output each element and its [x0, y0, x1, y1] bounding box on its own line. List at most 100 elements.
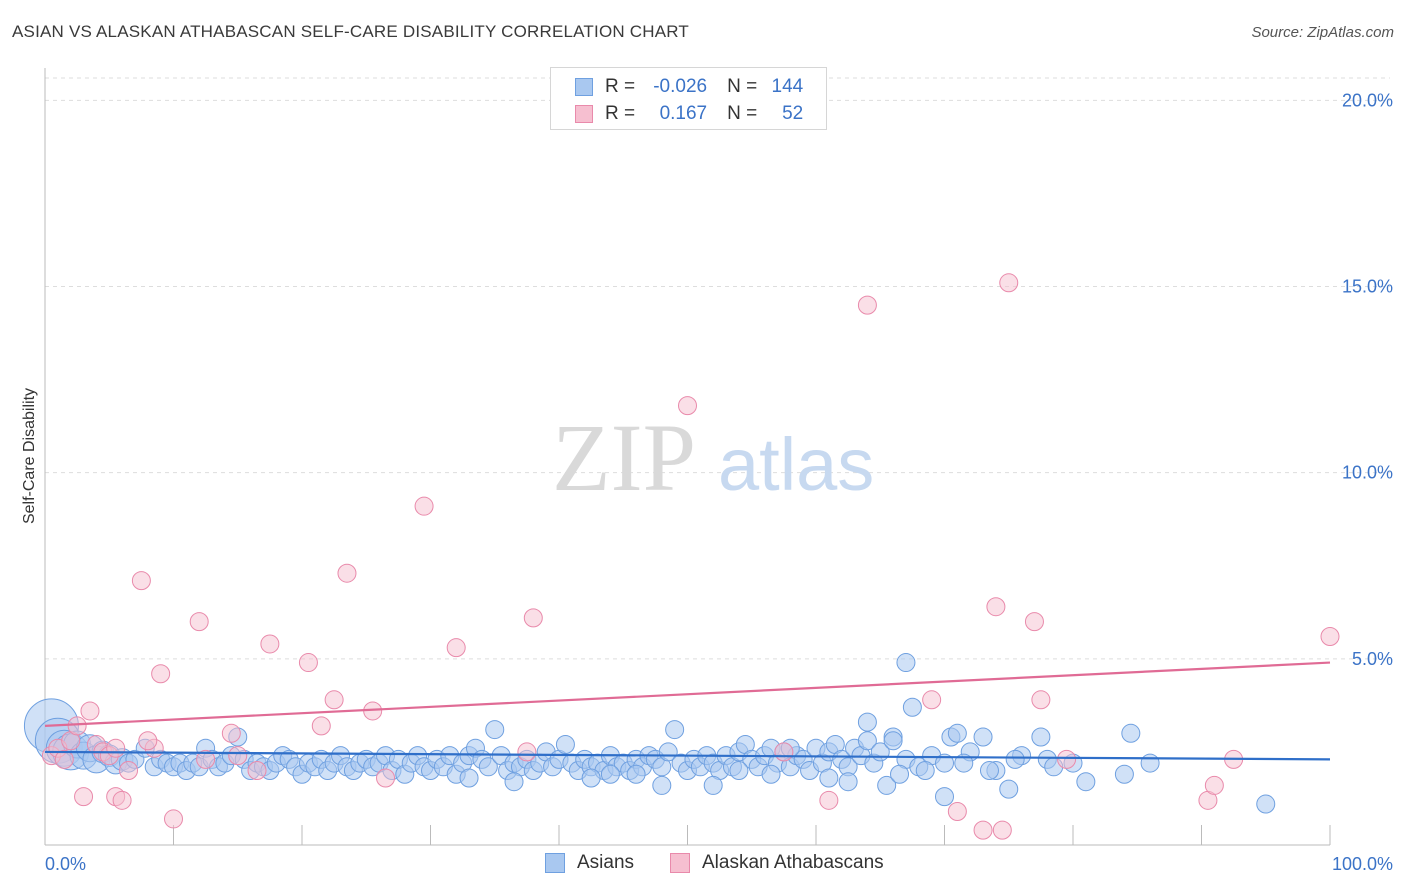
point-s1-12 [119, 761, 139, 781]
watermark-zip: ZIP [552, 404, 696, 511]
point-s0-171 [819, 768, 839, 788]
point-s1-19 [247, 761, 267, 781]
bottom-legend-athabascans: Alaskan Athabascans [670, 852, 884, 874]
point-s1-24 [337, 563, 357, 583]
point-s0-172 [838, 772, 858, 792]
legend-n-label: N = [727, 103, 758, 124]
y-tick-label-1: 10.0% [1342, 463, 1393, 483]
y-tick-label-2: 15.0% [1342, 277, 1393, 297]
point-s0-79 [555, 734, 575, 754]
point-s0-166 [626, 764, 646, 784]
point-s1-30 [523, 608, 543, 628]
point-s1-18 [221, 723, 241, 743]
point-s1-23 [324, 690, 344, 710]
point-s1-48 [228, 746, 248, 766]
point-s0-133 [935, 753, 954, 773]
point-s1-17 [189, 612, 209, 632]
point-s0-161 [459, 768, 479, 788]
point-s0-152 [999, 779, 1019, 799]
x-tick-label-0: 0.0% [45, 854, 86, 874]
point-s0-145 [915, 761, 935, 781]
legend-n-value: 52 [782, 103, 804, 124]
point-s1-47 [1320, 626, 1340, 646]
point-s1-33 [819, 790, 839, 810]
point-s0-160 [896, 653, 916, 673]
point-s1-16 [164, 809, 183, 829]
point-s1-32 [774, 742, 794, 762]
point-s1-36 [947, 801, 967, 821]
point-s1-49 [138, 731, 158, 751]
point-s1-34 [857, 295, 877, 315]
legend-row-asians: R = -0.026 N = 144 [575, 74, 803, 100]
point-s0-162 [504, 772, 524, 792]
point-s1-27 [414, 496, 434, 516]
point-s0-154 [1031, 727, 1051, 747]
point-s1-42 [1031, 690, 1051, 710]
legend-r-value: 0.167 [659, 103, 708, 124]
point-s0-147 [947, 723, 967, 743]
bottom-legend-swatch-athabascans [670, 853, 690, 873]
point-s1-13 [131, 571, 151, 591]
point-s1-21 [298, 653, 318, 673]
legend-n-value: 144 [771, 76, 804, 97]
bottom-legend-swatch-asians [545, 853, 565, 873]
point-s1-28 [446, 638, 466, 658]
tick-layer: 5.0% 10.0% 15.0% 20.0% 0.0% 100.0% [45, 90, 1393, 874]
watermark-atlas: atlas [718, 423, 874, 506]
point-s0-167 [703, 775, 723, 795]
point-s0-141 [877, 775, 897, 795]
point-s0-148 [935, 787, 954, 807]
y-tick-label-0: 5.0% [1352, 649, 1393, 669]
point-s1-43 [1057, 749, 1077, 769]
point-s0-68 [485, 720, 505, 740]
legend-r-label: R = [605, 103, 636, 124]
point-s0-163 [581, 768, 601, 788]
point-s0-165 [652, 775, 672, 795]
legend-row-athabascans: R = 0.167 N = 52 [575, 101, 803, 127]
legend-swatch-asians [575, 78, 593, 96]
point-s0-159 [1256, 794, 1276, 814]
point-s0-164 [600, 764, 620, 784]
legend-n-label: N = [727, 76, 758, 97]
y-tick-label-3: 20.0% [1342, 90, 1393, 110]
point-s1-51 [106, 738, 126, 758]
point-s0-151 [979, 761, 999, 781]
trend-line-s0 [44, 750, 1331, 761]
point-s1-5 [74, 787, 94, 807]
point-s1-40 [999, 273, 1019, 293]
point-s1-4 [67, 716, 87, 736]
point-s1-22 [311, 716, 331, 736]
trend-layer [44, 661, 1331, 761]
point-s0-156 [1076, 772, 1096, 792]
point-s1-45 [1204, 775, 1224, 795]
point-s0-140 [883, 731, 903, 751]
point-s1-15 [151, 664, 171, 684]
legend-r-value: -0.026 [653, 76, 708, 97]
points-layer [23, 273, 1340, 840]
point-s1-2 [54, 749, 74, 769]
stats-legend: R = -0.026 N = 144 R = 0.167 N = 52 [550, 67, 827, 130]
point-s1-41 [1024, 612, 1044, 632]
point-s1-38 [986, 597, 1006, 617]
point-s0-143 [902, 697, 922, 717]
point-s1-20 [260, 634, 280, 654]
y-axis-label: Self-Care Disability [21, 388, 38, 524]
point-s0-96 [665, 720, 685, 740]
bottom-legend-label-asians: Asians [577, 852, 635, 873]
point-s0-139 [1140, 753, 1160, 773]
x-tick-label-1: 100.0% [1332, 854, 1393, 874]
point-s1-29 [517, 742, 537, 762]
bottom-legend-label-athabascans: Alaskan Athabascans [702, 852, 884, 873]
point-s0-158 [1121, 723, 1141, 743]
legend-swatch-athabascans [575, 105, 593, 123]
point-s0-144 [890, 764, 910, 784]
chart-title: ASIAN VS ALASKAN ATHABASCAN SELF-CARE DI… [12, 22, 690, 41]
grid-layer [45, 77, 1390, 660]
point-s1-6 [80, 701, 100, 721]
point-s1-35 [922, 690, 942, 710]
trend-line-s1 [44, 661, 1331, 727]
point-s0-126 [857, 731, 877, 751]
point-s0-153 [1005, 749, 1025, 769]
point-s0-67 [478, 757, 498, 777]
